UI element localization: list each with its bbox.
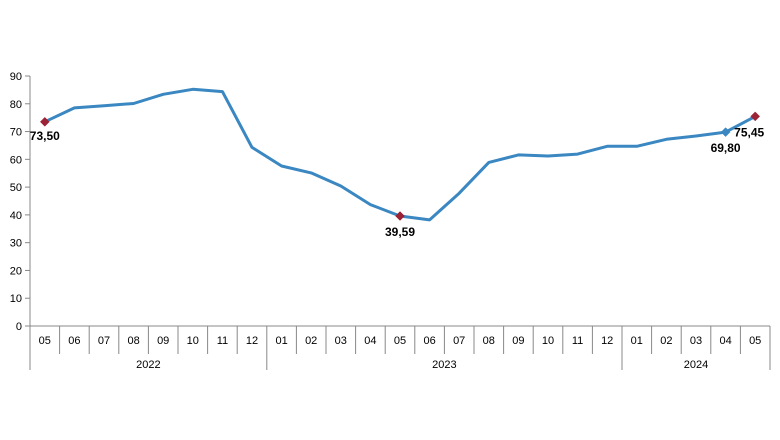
x-tick-label: 01 xyxy=(275,335,287,347)
x-tick-label: 06 xyxy=(68,335,80,347)
year-label: 2022 xyxy=(136,359,160,371)
x-tick-label: 08 xyxy=(127,335,139,347)
x-tick-label: 11 xyxy=(572,335,583,347)
x-tick-label: 07 xyxy=(98,335,110,347)
x-tick-label: 05 xyxy=(749,335,761,347)
y-tick-label: 80 xyxy=(10,99,22,111)
x-tick-label: 10 xyxy=(542,335,554,347)
x-tick-label: 04 xyxy=(719,335,731,347)
x-tick-label: 03 xyxy=(335,335,347,347)
x-tick-label: 05 xyxy=(39,335,51,347)
x-tick-label: 10 xyxy=(187,335,199,347)
data-point-marker xyxy=(720,127,731,137)
labels-layer: 73,50 39,59 69,80 75,45 xyxy=(30,125,765,239)
x-tick-label: 05 xyxy=(394,335,406,347)
y-tick-label: 70 xyxy=(10,127,22,139)
data-label: 73,50 xyxy=(30,129,60,143)
year-label: 2023 xyxy=(432,359,456,371)
data-label: 39,59 xyxy=(385,225,415,239)
y-tick-label: 40 xyxy=(10,210,22,222)
x-tick-label: 02 xyxy=(305,335,317,347)
x-tick-label: 09 xyxy=(157,335,169,347)
series-layer xyxy=(39,87,761,222)
x-tick-label: 11 xyxy=(217,335,228,347)
year-label: 2024 xyxy=(684,359,708,371)
data-point-marker xyxy=(39,116,50,127)
x-tick-label: 12 xyxy=(601,335,613,347)
data-label: 75,45 xyxy=(734,125,764,139)
y-tick-label: 50 xyxy=(10,182,22,194)
x-tick-label: 02 xyxy=(660,335,672,347)
data-label: 69,80 xyxy=(711,141,741,155)
x-tick-label: 04 xyxy=(364,335,376,347)
y-tick-label: 30 xyxy=(10,238,22,250)
x-tick-label: 07 xyxy=(453,335,465,347)
x-tick-label: 08 xyxy=(483,335,495,347)
x-tick-label: 09 xyxy=(512,335,524,347)
y-tick-label: 0 xyxy=(16,321,22,333)
y-tick-label: 60 xyxy=(10,154,22,166)
y-tick-label: 20 xyxy=(10,265,22,277)
data-point-marker xyxy=(395,211,405,221)
x-tick-label: 03 xyxy=(690,335,702,347)
x-tick-label: 12 xyxy=(246,335,258,347)
series-line xyxy=(43,87,757,222)
data-point-marker xyxy=(750,111,761,122)
x-tick-label: 01 xyxy=(631,335,643,347)
y-tick-label: 10 xyxy=(10,293,22,305)
x-tick-label: 06 xyxy=(423,335,435,347)
y-tick-label: 90 xyxy=(10,71,22,83)
